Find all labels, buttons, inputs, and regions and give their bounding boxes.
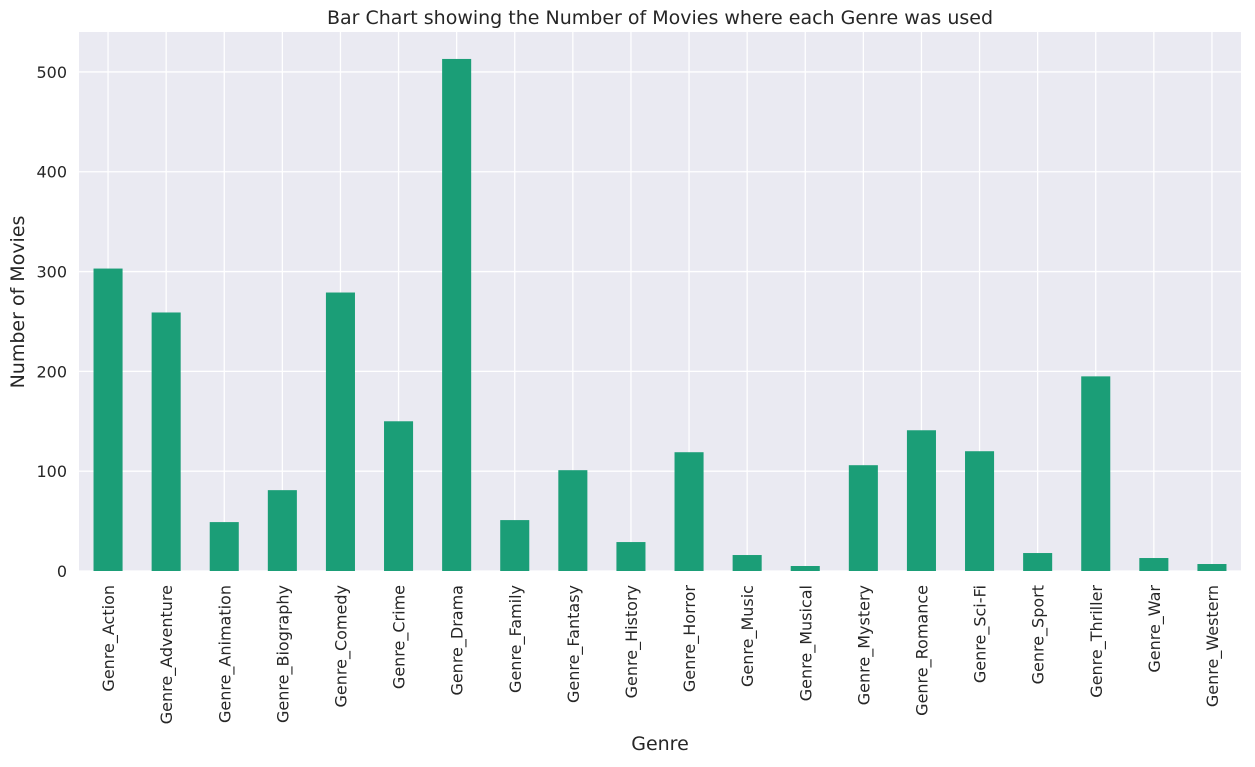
bar-genre-mystery	[848, 465, 878, 571]
bar-genre-musical	[790, 566, 820, 571]
bar-genre-biography	[267, 490, 297, 571]
x-tick-label: Genre_Fantasy	[564, 585, 584, 703]
x-tick-label: Genre_Drama	[448, 585, 468, 696]
x-tick-label: Genre_Sci-Fi	[971, 585, 991, 683]
x-tick-label: Genre_War	[1145, 585, 1165, 673]
chart-title: Bar Chart showing the Number of Movies w…	[327, 7, 993, 29]
x-tick-label: Genre_Animation	[215, 585, 235, 723]
x-axis-label: Genre	[631, 733, 689, 755]
bar-genre-crime	[384, 421, 414, 571]
bar-genre-fantasy	[558, 470, 588, 571]
x-tick-label: Genre_Family	[506, 585, 526, 693]
bar-genre-music	[732, 555, 762, 571]
bar-genre-history	[616, 542, 646, 571]
bar-genre-family	[500, 520, 530, 571]
y-tick-label: 400	[36, 163, 67, 182]
x-tick-label: Genre_Biography	[273, 585, 293, 723]
x-tick-label: Genre_Comedy	[331, 585, 351, 707]
x-tick-label: Genre_Music	[738, 585, 758, 687]
y-tick-label: 200	[36, 362, 67, 381]
x-tick-label: Genre_Romance	[912, 585, 932, 716]
bars	[93, 58, 1227, 571]
x-tick-label: Genre_History	[622, 585, 642, 698]
bar-genre-western	[1197, 564, 1227, 571]
y-tick-label: 300	[36, 263, 67, 282]
bar-genre-sport	[1023, 553, 1053, 571]
x-tick-label: Genre_Crime	[390, 585, 410, 689]
bar-genre-animation	[209, 522, 239, 571]
bar-genre-sci-fi	[965, 451, 995, 571]
bar-genre-adventure	[151, 312, 181, 571]
x-tick-label: Genre_Adventure	[157, 585, 177, 724]
bar-genre-thriller	[1081, 376, 1111, 571]
x-tick-label: Genre_Musical	[796, 585, 816, 701]
y-axis-label: Number of Movies	[7, 216, 29, 389]
x-tick-label: Genre_Mystery	[854, 585, 874, 705]
x-tick-label: Genre_Thriller	[1087, 585, 1107, 698]
x-tick-label: Genre_Sport	[1029, 585, 1049, 684]
x-tick-label: Genre_Horror	[680, 585, 700, 693]
y-tick-label: 100	[36, 462, 67, 481]
x-tick-labels: Genre_Action Genre_Adventure Genre_Animati…	[99, 585, 1223, 725]
bar-genre-comedy	[325, 292, 355, 571]
plot-area	[79, 32, 1241, 571]
y-tick-label: 500	[36, 63, 67, 82]
bar-genre-drama	[442, 58, 472, 571]
y-tick-label: 0	[57, 562, 67, 581]
bar-genre-horror	[674, 452, 704, 571]
y-tick-labels: 0 100 200 300 400 500	[36, 63, 67, 581]
bar-genre-war	[1139, 558, 1169, 571]
x-tick-label: Genre_Western	[1203, 585, 1223, 707]
bar-genre-romance	[906, 430, 936, 571]
bar-genre-action	[93, 268, 123, 571]
x-tick-label: Genre_Action	[99, 585, 119, 692]
